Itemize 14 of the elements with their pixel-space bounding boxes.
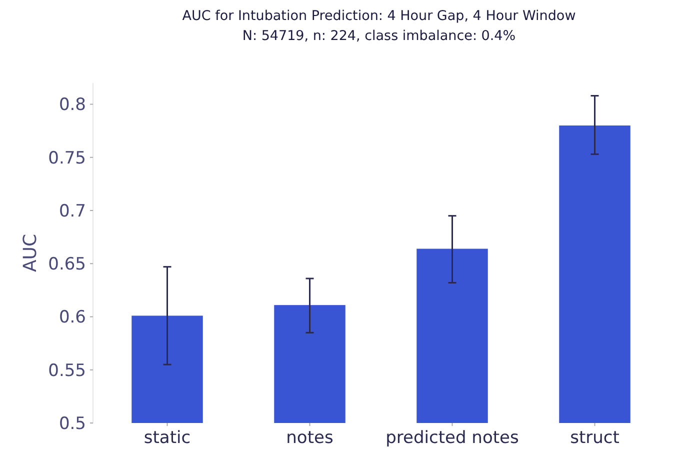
y-tick-label: 0.75 [48, 148, 86, 168]
x-tick-label: static [144, 428, 191, 448]
y-tick-label: 0.6 [58, 308, 86, 328]
y-tick-label: 0.7 [58, 201, 86, 222]
x-tick-label: struct [570, 428, 620, 448]
y-tick-label: 0.8 [58, 95, 86, 116]
y-tick-label: 0.5 [58, 414, 86, 434]
x-tick-label: notes [286, 428, 334, 448]
chart-title: AUC for Intubation Prediction: 4 Hour Gap, 4 Hour Window [182, 8, 576, 24]
y-tick-label: 0.65 [48, 254, 86, 275]
chart-subtitle: N: 54719, n: 224, class imbalance: 0.4% [242, 28, 516, 44]
y-axis-title: AUC [20, 234, 41, 272]
y-tick-label: 0.55 [48, 360, 86, 381]
x-tick-label: predicted notes [386, 428, 519, 448]
